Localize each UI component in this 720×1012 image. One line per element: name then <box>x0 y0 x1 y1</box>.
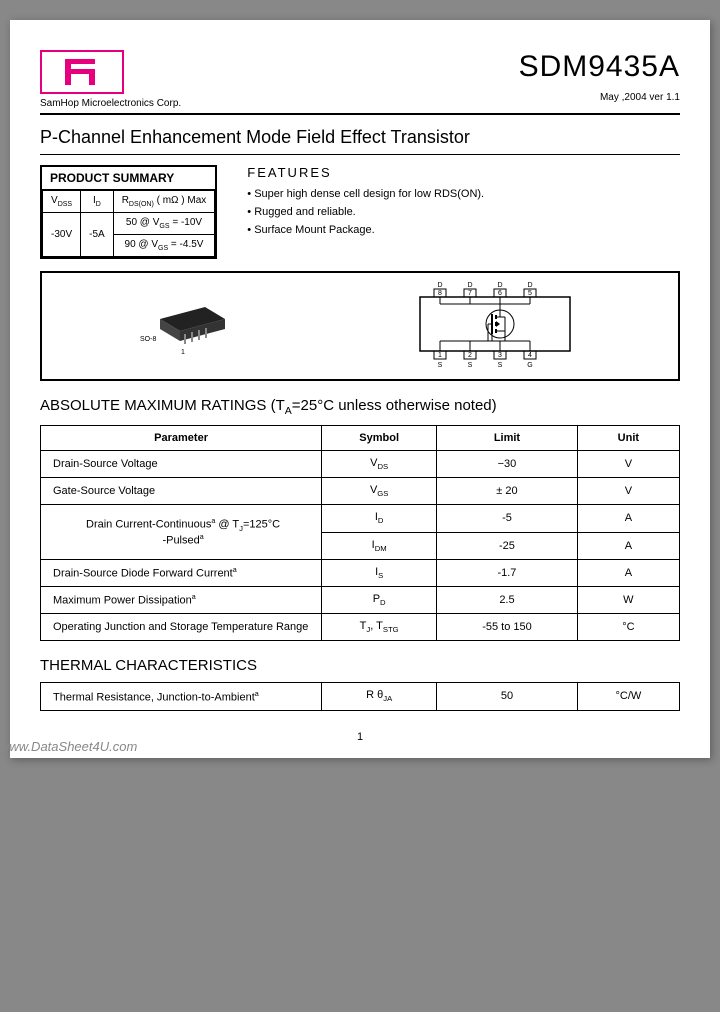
svg-text:D: D <box>437 282 442 289</box>
svg-text:7: 7 <box>468 290 472 297</box>
ratings-table: Parameter Symbol Limit Unit Drain-Source… <box>40 425 680 641</box>
svg-text:D: D <box>497 282 502 289</box>
summary-rds1: 50 @ VGS = -10V <box>113 213 215 235</box>
svg-text:4: 4 <box>528 352 532 359</box>
doc-version: May ,2004 ver 1.1 <box>519 92 680 103</box>
table-row: Drain-Source Voltage VDS −30 V <box>41 451 680 478</box>
watermark: www.DataSheet4U.com <box>0 739 137 754</box>
col-limit: Limit <box>437 426 578 451</box>
summary-h-vdss: VDSS <box>43 191 81 213</box>
table-row: Thermal Resistance, Junction-to-Ambienta… <box>41 683 680 710</box>
svg-text:S: S <box>438 362 443 369</box>
features-title: FEATURES <box>247 165 484 180</box>
pinout-schematic: D D D D 8 7 6 5 1 2 3 4 S S S G <box>400 279 590 374</box>
col-unit: Unit <box>577 426 679 451</box>
features-block: FEATURES Super high dense cell design fo… <box>247 165 484 259</box>
table-row: Maximum Power Dissipationa PD 2.5 W <box>41 586 680 613</box>
svg-text:SO-8: SO-8 <box>140 336 156 343</box>
thermal-header: THERMAL CHARACTERISTICS <box>40 657 680 674</box>
table-row: Drain Current-Continuousa @ TJ=125°C -Pu… <box>41 505 680 532</box>
ratings-header: ABSOLUTE MAXIMUM RATINGS (TA=25°C unless… <box>40 397 680 417</box>
svg-text:G: G <box>527 362 532 369</box>
summary-rds2: 90 @ VGS = -4.5V <box>113 235 215 257</box>
svg-text:D: D <box>527 282 532 289</box>
datasheet-page: SamHop Microelectronics Corp. SDM9435A M… <box>10 20 710 758</box>
package-diagram-row: SO-8 1 D D D D 8 7 6 5 1 2 <box>40 271 680 381</box>
logo-block: SamHop Microelectronics Corp. <box>40 50 181 109</box>
table-row: Gate-Source Voltage VGS ± 20 V <box>41 478 680 505</box>
page-subtitle: P-Channel Enhancement Mode Field Effect … <box>40 127 680 155</box>
company-logo <box>40 50 124 94</box>
table-header-row: Parameter Symbol Limit Unit <box>41 426 680 451</box>
company-name: SamHop Microelectronics Corp. <box>40 98 181 109</box>
feature-item: Super high dense cell design for low RDS… <box>247 188 484 200</box>
svg-text:2: 2 <box>468 352 472 359</box>
summary-title: PRODUCT SUMMARY <box>42 167 215 190</box>
svg-text:6: 6 <box>498 290 502 297</box>
part-number: SDM9435A <box>519 50 680 84</box>
svg-text:1: 1 <box>438 352 442 359</box>
feature-item: Surface Mount Package. <box>247 224 484 236</box>
package-3d: SO-8 1 <box>130 289 240 364</box>
svg-text:S: S <box>468 362 473 369</box>
col-symbol: Symbol <box>322 426 437 451</box>
svg-text:8: 8 <box>438 290 442 297</box>
features-list: Super high dense cell design for low RDS… <box>247 188 484 236</box>
svg-text:5: 5 <box>528 290 532 297</box>
summary-h-rds: RDS(ON) ( mΩ ) Max <box>113 191 215 213</box>
svg-text:1: 1 <box>181 349 185 356</box>
summary-h-id: ID <box>81 191 114 213</box>
summary-table: VDSS ID RDS(ON) ( mΩ ) Max -30V -5A 50 @… <box>42 190 215 257</box>
thermal-table: Thermal Resistance, Junction-to-Ambienta… <box>40 682 680 710</box>
svg-text:S: S <box>498 362 503 369</box>
summary-vdss: -30V <box>43 213 81 257</box>
svg-text:D: D <box>467 282 472 289</box>
col-parameter: Parameter <box>41 426 322 451</box>
feature-item: Rugged and reliable. <box>247 206 484 218</box>
part-block: SDM9435A May ,2004 ver 1.1 <box>519 50 680 103</box>
header: SamHop Microelectronics Corp. SDM9435A M… <box>40 50 680 115</box>
table-row: Drain-Source Diode Forward Currenta IS -… <box>41 559 680 586</box>
svg-text:3: 3 <box>498 352 502 359</box>
table-row: Operating Junction and Storage Temperatu… <box>41 614 680 641</box>
summary-id: -5A <box>81 213 114 257</box>
product-summary: PRODUCT SUMMARY VDSS ID RDS(ON) ( mΩ ) M… <box>40 165 217 259</box>
summary-features-row: PRODUCT SUMMARY VDSS ID RDS(ON) ( mΩ ) M… <box>40 165 680 259</box>
